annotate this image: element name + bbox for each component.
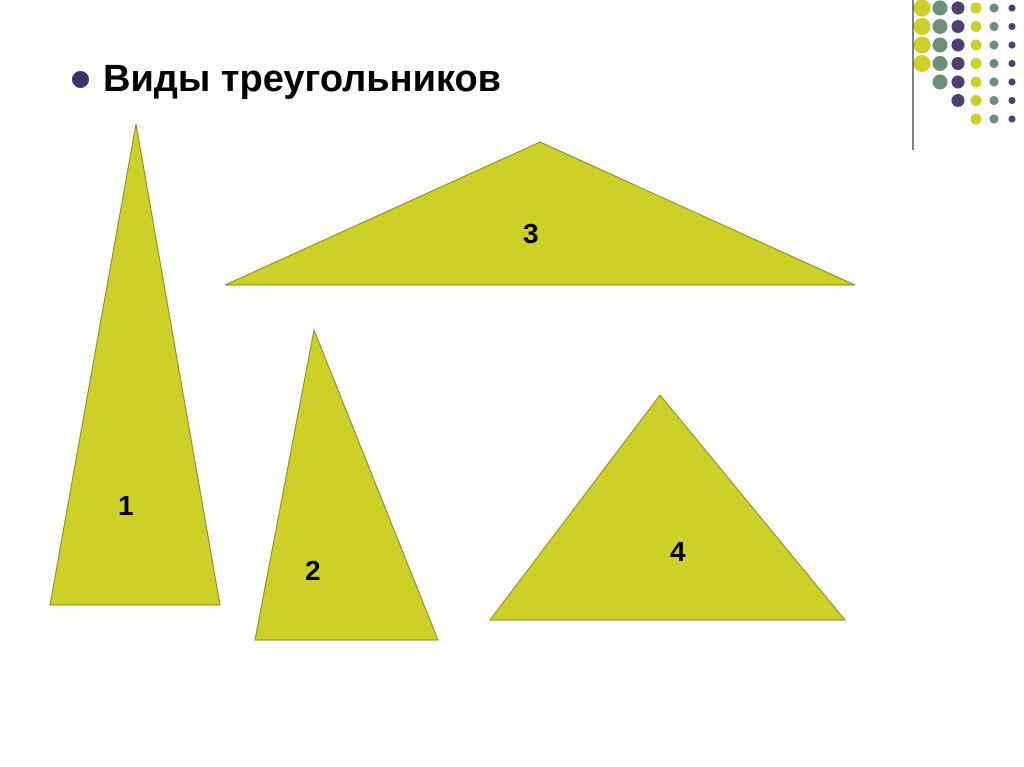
triangle-label-4: 4 bbox=[670, 536, 686, 568]
triangle-label-1: 1 bbox=[118, 490, 134, 522]
triangle-label-3: 3 bbox=[523, 218, 539, 250]
triangle-4 bbox=[490, 395, 845, 620]
triangle-label-2: 2 bbox=[305, 555, 321, 587]
triangle-3 bbox=[225, 142, 855, 285]
triangles-canvas bbox=[0, 0, 1024, 767]
triangle-2 bbox=[255, 330, 438, 640]
triangle-1 bbox=[50, 124, 220, 605]
